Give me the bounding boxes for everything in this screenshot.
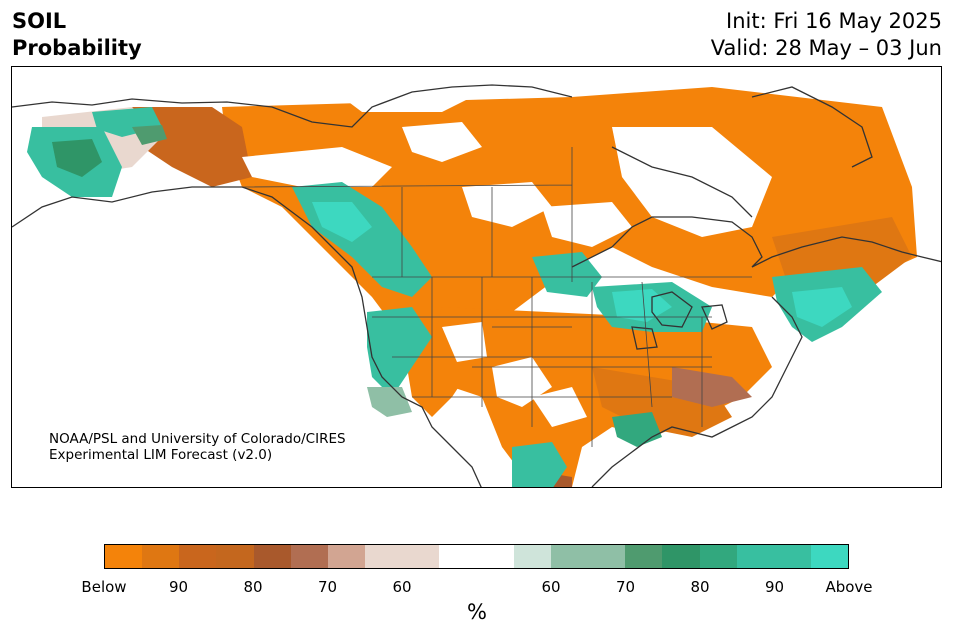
colorbar-tick-label: 80 xyxy=(690,578,710,596)
credit-line-1: NOAA/PSL and University of Colorado/CIRE… xyxy=(49,431,346,447)
colorbar-tick-label: 70 xyxy=(615,578,636,596)
colorbar-segment xyxy=(327,545,366,568)
colorbar-segment xyxy=(216,545,254,568)
colorbar-segment xyxy=(773,545,811,568)
title-line-2: Probability xyxy=(12,36,142,60)
colorbar-segment xyxy=(588,545,626,568)
colorbar-tick-label: 90 xyxy=(168,578,189,596)
colorbar-tick-label: 70 xyxy=(317,578,338,596)
colorbar-tick-label: 60 xyxy=(392,578,412,596)
colorbar-segment xyxy=(513,545,551,568)
colorbar-segment xyxy=(736,545,774,568)
colorbar-segment xyxy=(476,545,514,568)
colorbar-segment xyxy=(625,545,663,568)
colorbar-tick-label: Above xyxy=(825,578,873,596)
colorbar-segment xyxy=(810,545,849,568)
colorbar-tick-label: 60 xyxy=(541,578,561,596)
colorbar-unit: % xyxy=(467,600,487,624)
colorbar-segment xyxy=(550,545,589,568)
colorbar-segment xyxy=(142,545,180,568)
probability-map xyxy=(12,67,941,487)
colorbar-segment xyxy=(439,545,477,568)
credit-line-2: Experimental LIM Forecast (v2.0) xyxy=(49,447,273,463)
map-panel xyxy=(11,66,942,488)
data-credit: NOAA/PSL and University of Colorado/CIRE… xyxy=(49,431,346,463)
colorbar-segment xyxy=(365,545,403,568)
near-normal-regions xyxy=(12,67,941,427)
colorbar-segment xyxy=(662,545,700,568)
colorbar-segment xyxy=(253,545,291,568)
colorbar-tick-label: 80 xyxy=(243,578,263,596)
title-line-1: SOIL xyxy=(12,9,67,33)
colorbar-segment xyxy=(699,545,737,568)
colorbar-segment xyxy=(402,545,440,568)
probability-colorbar xyxy=(104,544,849,569)
above-normal-regions xyxy=(27,107,882,487)
colorbar-segment xyxy=(179,545,217,568)
colorbar-tick-label: 90 xyxy=(764,578,785,596)
map-title: SOIL Probability xyxy=(12,8,142,62)
forecast-dates: Init: Fri 16 May 2025 Valid: 28 May – 03… xyxy=(711,8,942,62)
colorbar-segment xyxy=(290,545,328,568)
valid-date: Valid: 28 May – 03 Jun xyxy=(710,36,942,60)
colorbar-segment xyxy=(105,545,143,568)
coastlines xyxy=(12,84,941,487)
init-date: Init: Fri 16 May 2025 xyxy=(726,9,942,33)
colorbar-tick-label: Below xyxy=(81,578,127,596)
political-borders xyxy=(241,147,752,447)
